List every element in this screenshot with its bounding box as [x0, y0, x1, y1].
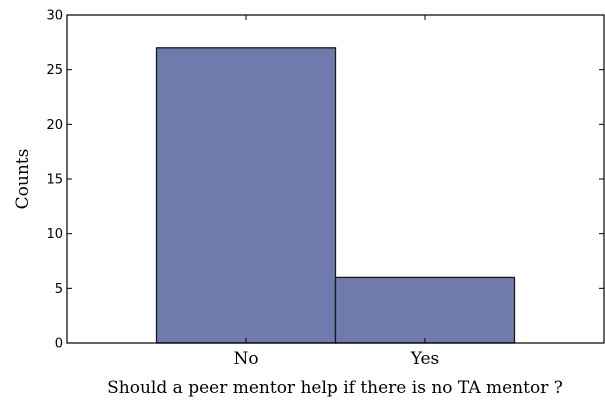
y-tick-label: 5: [55, 282, 63, 297]
y-tick-label: 15: [46, 173, 63, 188]
y-tick-label: 10: [46, 227, 63, 242]
x-tick-label-yes: Yes: [410, 349, 440, 369]
bars-group: [155, 47, 516, 344]
x-tick-label-no: No: [233, 349, 258, 369]
y-tick-label: 25: [46, 63, 63, 78]
x-axis-label: Should a peer mentor help if there is no…: [107, 378, 563, 398]
y-axis-ticks: 0 5 10 15 20 25 30: [46, 9, 604, 352]
y-tick-label: 30: [46, 9, 63, 24]
bar-yes: [334, 276, 516, 344]
y-axis-label: Counts: [13, 149, 33, 210]
x-axis-ticks: No Yes: [233, 15, 439, 369]
y-tick-label: 0: [55, 337, 63, 352]
bar-no: [155, 47, 337, 344]
y-tick-label: 20: [46, 118, 63, 133]
